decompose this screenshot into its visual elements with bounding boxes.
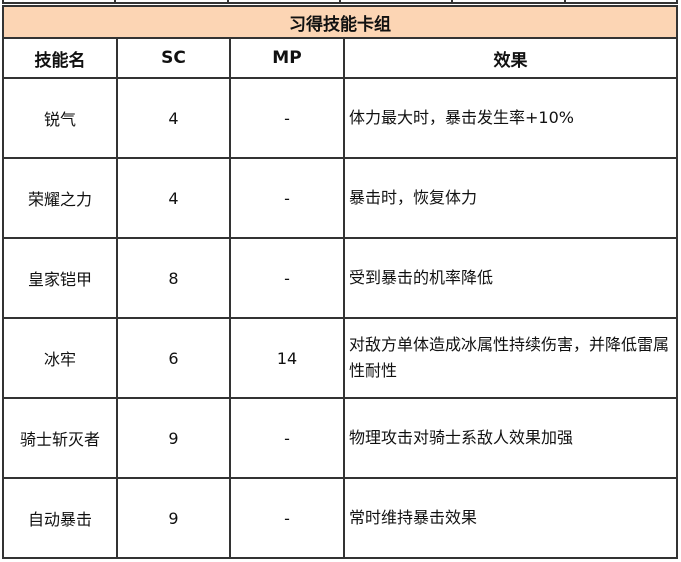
effect-text: 常时维持暴击效果: [343, 477, 678, 559]
mp-value: -: [229, 77, 345, 159]
skill-card-table: 习得技能卡组 技能名 SC MP 效果 锐气 4- 体力最大时，暴击发生率+10% 荣…: [2, 5, 678, 559]
mp-value: -: [229, 477, 345, 559]
effect-text: 受到暴击的机率降低: [343, 237, 678, 319]
header-name: 技能名: [2, 37, 118, 79]
table-row: 骑士斩灭者 9- 物理攻击对骑士系敌人效果加强: [2, 397, 678, 479]
effect-text: 体力最大时，暴击发生率+10%: [343, 77, 678, 159]
skill-name: 荣耀之力: [2, 157, 118, 239]
skill-name: 冰牢: [2, 317, 118, 399]
skill-name: 锐气: [2, 77, 118, 159]
header-mp: MP: [229, 37, 345, 79]
mp-value: 14: [229, 317, 345, 399]
sc-value: 8: [116, 237, 231, 319]
skill-name: 骑士斩灭者: [2, 397, 118, 479]
sc-value: 6: [116, 317, 231, 399]
skill-name: 自动暴击: [2, 477, 118, 559]
sc-value: 4: [116, 157, 231, 239]
skill-name: 皇家铠甲: [2, 237, 118, 319]
mp-value: -: [229, 157, 345, 239]
header-effect: 效果: [343, 37, 678, 79]
sc-value: 4: [116, 77, 231, 159]
sc-value: 9: [116, 397, 231, 479]
table-row: 自动暴击 9- 常时维持暴击效果: [2, 477, 678, 559]
table-row: 皇家铠甲 8- 受到暴击的机率降低: [2, 237, 678, 319]
header-sc: SC: [116, 37, 231, 79]
previous-table-bottom: [2, 0, 678, 4]
mp-value: -: [229, 397, 345, 479]
mp-value: -: [229, 237, 345, 319]
effect-text: 对敌方单体造成冰属性持续伤害，并降低雷属性耐性: [343, 317, 678, 399]
effect-text: 物理攻击对骑士系敌人效果加强: [343, 397, 678, 479]
sc-value: 9: [116, 477, 231, 559]
effect-text: 暴击时，恢复体力: [343, 157, 678, 239]
table-row: 锐气 4- 体力最大时，暴击发生率+10%: [2, 77, 678, 159]
table-row: 荣耀之力 4- 暴击时，恢复体力: [2, 157, 678, 239]
table-row: 冰牢 6 14 对敌方单体造成冰属性持续伤害，并降低雷属性耐性: [2, 317, 678, 399]
table-title: 习得技能卡组: [2, 5, 678, 39]
